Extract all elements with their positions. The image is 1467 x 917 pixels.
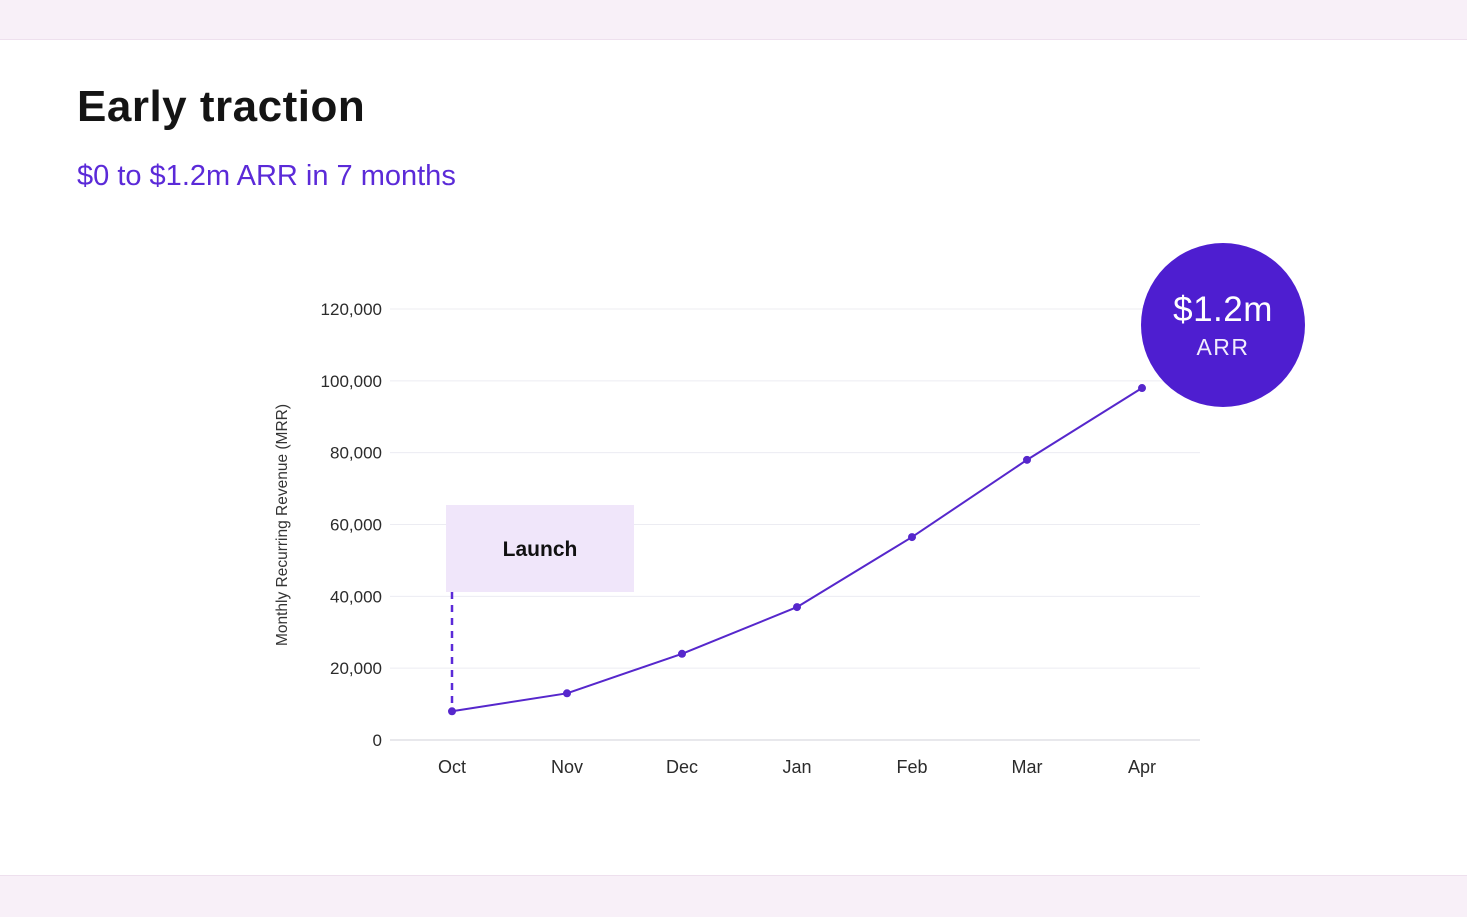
svg-text:60,000: 60,000 [330,516,382,535]
svg-text:Oct: Oct [438,757,466,777]
arr-badge-value: $1.2m [1173,289,1273,329]
svg-text:Jan: Jan [782,757,811,777]
arr-badge-label: ARR [1196,333,1250,360]
page-subtitle: $0 to $1.2m ARR in 7 months [77,160,456,192]
svg-text:Nov: Nov [551,757,583,777]
headings: Early traction $0 to $1.2m ARR in 7 mont… [77,82,456,193]
svg-text:Monthly Recurring Revenue (MRR: Monthly Recurring Revenue (MRR) [274,404,291,646]
bottom-edge-strip [0,875,1467,917]
svg-text:100,000: 100,000 [321,372,382,391]
svg-text:Launch: Launch [503,538,578,561]
svg-text:Dec: Dec [666,757,698,777]
top-edge-strip [0,0,1467,40]
svg-text:Feb: Feb [896,757,927,777]
svg-text:0: 0 [373,731,382,750]
mrr-chart-svg: 0 20,000 40,000 60,000 80,000 100,000 120,000 O… [274,300,1200,777]
svg-text:120,000: 120,000 [321,300,382,319]
svg-text:Apr: Apr [1128,757,1156,777]
svg-text:40,000: 40,000 [330,587,382,606]
mrr-chart: 0 20,000 40,000 60,000 80,000 100,000 120,000 O… [270,258,1220,818]
svg-text:20,000: 20,000 [330,659,382,678]
arr-badge: $1.2m ARR [1141,243,1305,407]
svg-text:Mar: Mar [1012,757,1043,777]
page-title: Early traction [77,82,366,131]
svg-text:80,000: 80,000 [330,444,382,463]
